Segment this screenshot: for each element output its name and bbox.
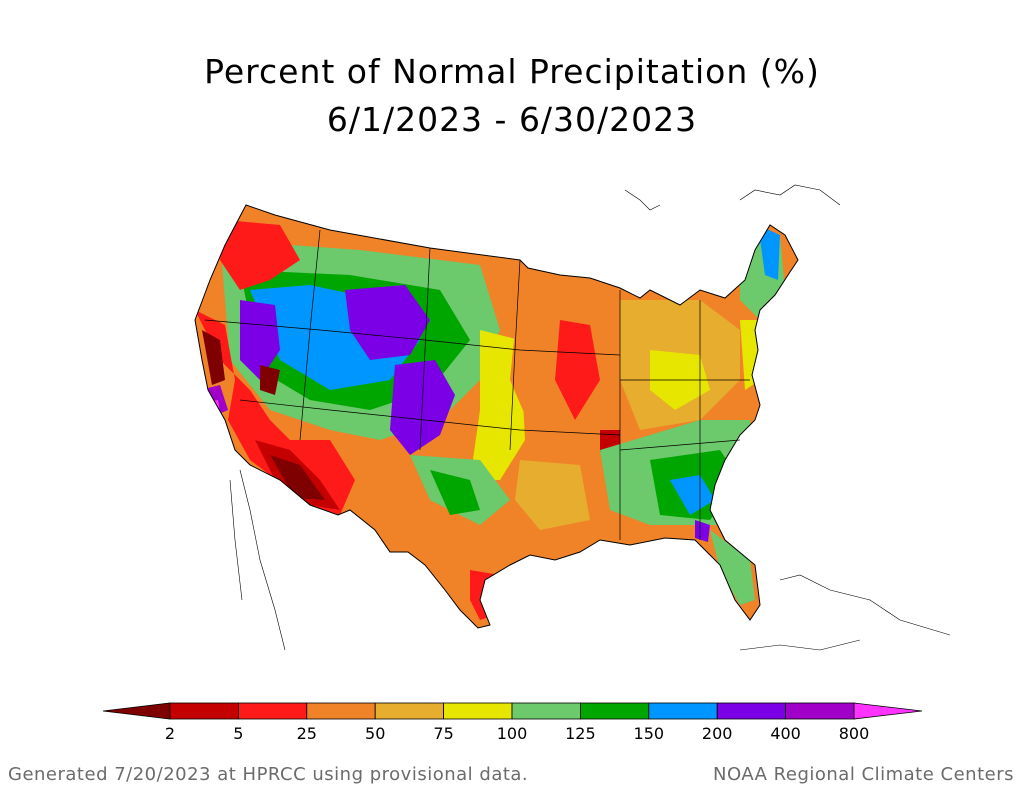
source-credit: NOAA Regional Climate Centers	[713, 764, 1014, 785]
us-precipitation-map	[194, 184, 951, 651]
legend-swatch	[443, 702, 513, 720]
legend-tick-label: 75	[433, 724, 453, 743]
legend-tick-label: 200	[702, 724, 733, 743]
legend-tick-label: 2	[165, 724, 175, 743]
legend-tick-label: 800	[839, 724, 870, 743]
legend-tick-label: 100	[497, 724, 528, 743]
precipitation-fill	[195, 205, 798, 628]
map-date-range: 6/1/2023 - 6/30/2023	[326, 100, 698, 139]
legend-swatch	[648, 702, 718, 720]
legend-tick-label: 125	[565, 724, 596, 743]
legend-tick-label: 50	[365, 724, 385, 743]
legend-swatch	[511, 702, 581, 720]
legend-swatch	[306, 702, 376, 720]
legend-bar	[102, 702, 923, 720]
legend-swatch	[716, 702, 787, 720]
map-title: Percent of Normal Precipitation (%)	[204, 52, 820, 91]
legend-swatch	[853, 702, 923, 720]
legend-swatch	[785, 702, 855, 720]
legend-swatch	[102, 702, 171, 720]
legend-tick-label: 150	[634, 724, 665, 743]
state-boundaries	[194, 204, 799, 629]
generated-note: Generated 7/20/2023 at HPRCC using provi…	[8, 764, 529, 785]
legend-tick-label: 25	[297, 724, 317, 743]
legend-swatch	[374, 702, 445, 720]
legend-tick-label: 5	[233, 724, 243, 743]
coastlines	[229, 184, 951, 651]
legend-swatch	[580, 702, 650, 720]
legend-swatch	[237, 702, 308, 720]
legend-tick-label: 400	[770, 724, 801, 743]
color-scale-legend: 2 5 25 50 75 100 125 150 200 400 800	[102, 702, 923, 743]
legend-labels: 2 5 25 50 75 100 125 150 200 400 800	[165, 724, 869, 743]
legend-swatch	[169, 702, 239, 720]
